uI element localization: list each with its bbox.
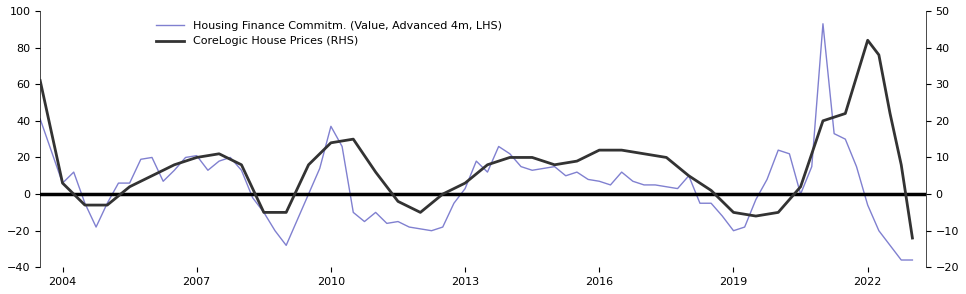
Housing Finance Commitm. (Value, Advanced 4m, LHS) (414, 227, 426, 230)
CoreLogic House Prices (RHS) (370, 170, 382, 174)
CoreLogic House Prices (RHS) (839, 112, 851, 115)
CoreLogic House Prices (RHS) (907, 236, 919, 240)
CoreLogic House Prices (RHS) (727, 211, 739, 214)
Housing Finance Commitm. (Value, Advanced 4m, LHS) (661, 185, 672, 188)
Legend: Housing Finance Commitm. (Value, Advanced 4m, LHS), CoreLogic House Prices (RHS): Housing Finance Commitm. (Value, Advance… (152, 16, 506, 51)
Housing Finance Commitm. (Value, Advanced 4m, LHS) (482, 170, 494, 174)
CoreLogic House Prices (RHS) (593, 148, 605, 152)
CoreLogic House Prices (RHS) (302, 163, 314, 166)
CoreLogic House Prices (RHS) (280, 211, 292, 214)
CoreLogic House Prices (RHS) (101, 203, 113, 207)
CoreLogic House Prices (RHS) (661, 156, 672, 159)
Housing Finance Commitm. (Value, Advanced 4m, LHS) (326, 125, 337, 128)
CoreLogic House Prices (RHS) (705, 189, 717, 192)
CoreLogic House Prices (RHS) (348, 137, 359, 141)
CoreLogic House Prices (RHS) (773, 211, 784, 214)
Housing Finance Commitm. (Value, Advanced 4m, LHS) (191, 154, 203, 157)
CoreLogic House Prices (RHS) (168, 163, 180, 166)
CoreLogic House Prices (RHS) (258, 211, 270, 214)
CoreLogic House Prices (RHS) (895, 163, 907, 166)
CoreLogic House Prices (RHS) (750, 214, 761, 218)
Line: Housing Finance Commitm. (Value, Advanced 4m, LHS): Housing Finance Commitm. (Value, Advance… (41, 24, 913, 260)
CoreLogic House Prices (RHS) (683, 174, 695, 178)
CoreLogic House Prices (RHS) (873, 53, 885, 57)
Housing Finance Commitm. (Value, Advanced 4m, LHS) (101, 201, 113, 205)
CoreLogic House Prices (RHS) (57, 181, 69, 185)
CoreLogic House Prices (RHS) (482, 163, 494, 166)
CoreLogic House Prices (RHS) (35, 79, 46, 82)
CoreLogic House Prices (RHS) (504, 156, 516, 159)
CoreLogic House Prices (RHS) (146, 174, 157, 178)
CoreLogic House Prices (RHS) (549, 163, 560, 166)
CoreLogic House Prices (RHS) (437, 192, 448, 196)
CoreLogic House Prices (RHS) (79, 203, 91, 207)
Housing Finance Commitm. (Value, Advanced 4m, LHS) (907, 258, 919, 262)
CoreLogic House Prices (RHS) (414, 211, 426, 214)
CoreLogic House Prices (RHS) (526, 156, 538, 159)
CoreLogic House Prices (RHS) (191, 156, 203, 159)
Line: CoreLogic House Prices (RHS): CoreLogic House Prices (RHS) (41, 40, 913, 238)
Housing Finance Commitm. (Value, Advanced 4m, LHS) (817, 22, 829, 26)
CoreLogic House Prices (RHS) (124, 185, 135, 188)
Housing Finance Commitm. (Value, Advanced 4m, LHS) (35, 117, 46, 121)
CoreLogic House Prices (RHS) (213, 152, 225, 156)
CoreLogic House Prices (RHS) (862, 39, 873, 42)
CoreLogic House Prices (RHS) (795, 185, 807, 188)
Housing Finance Commitm. (Value, Advanced 4m, LHS) (895, 258, 907, 262)
CoreLogic House Prices (RHS) (817, 119, 829, 123)
CoreLogic House Prices (RHS) (326, 141, 337, 145)
CoreLogic House Prices (RHS) (616, 148, 628, 152)
CoreLogic House Prices (RHS) (392, 200, 404, 203)
CoreLogic House Prices (RHS) (571, 159, 582, 163)
CoreLogic House Prices (RHS) (884, 112, 895, 115)
CoreLogic House Prices (RHS) (236, 163, 247, 166)
CoreLogic House Prices (RHS) (639, 152, 650, 156)
CoreLogic House Prices (RHS) (459, 181, 470, 185)
